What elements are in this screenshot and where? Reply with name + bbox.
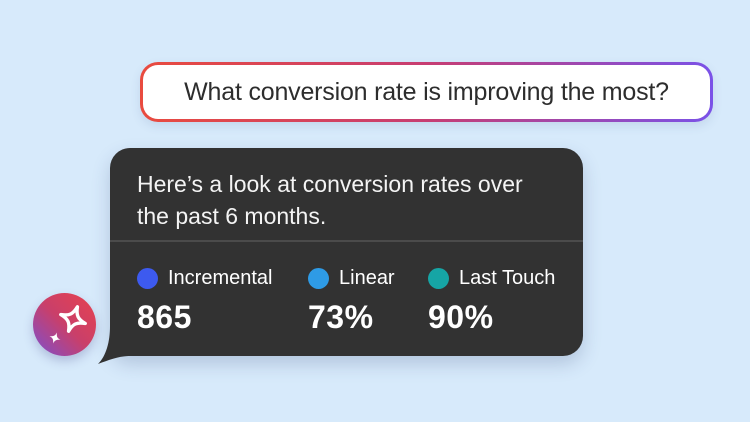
bubble-tail-icon <box>98 326 130 364</box>
metric-values-row: 865 73% 90% <box>137 299 556 335</box>
assistant-intro-line-2: the past 6 months. <box>137 203 327 229</box>
linear-value: 73% <box>308 299 374 335</box>
assistant-message-bubble: Here’s a look at conversion rates over t… <box>98 148 583 364</box>
metric-legend-row: Incremental Linear Last Touch <box>137 267 556 290</box>
last-touch-dot-icon <box>428 268 449 289</box>
legend-item-linear: Linear <box>308 267 428 290</box>
legend-item-last-touch: Last Touch <box>428 267 556 290</box>
legend-item-incremental: Incremental <box>137 267 308 290</box>
assistant-avatar <box>33 293 96 356</box>
assistant-intro-line-1: Here’s a look at conversion rates over <box>137 171 523 197</box>
last-touch-value: 90% <box>428 299 494 335</box>
legend-label: Linear <box>339 267 395 289</box>
incremental-dot-icon <box>137 268 158 289</box>
legend-label: Last Touch <box>459 267 556 289</box>
linear-dot-icon <box>308 268 329 289</box>
sparkle-icon <box>49 305 87 344</box>
legend-label: Incremental <box>168 267 273 289</box>
user-message-bubble: What conversion rate is improving the mo… <box>140 62 713 122</box>
divider <box>110 240 583 242</box>
assistant-intro-text: Here’s a look at conversion rates over t… <box>137 168 556 232</box>
incremental-value: 865 <box>137 299 192 335</box>
user-message-text: What conversion rate is improving the mo… <box>184 77 669 106</box>
